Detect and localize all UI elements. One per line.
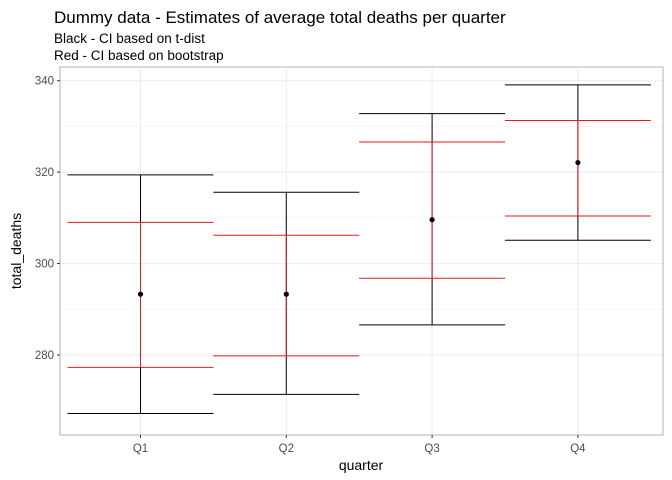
chart-title: Dummy data - Estimates of average total … xyxy=(54,8,506,27)
x-axis-title: quarter xyxy=(339,457,384,473)
chart-subtitle-line-1: Black - CI based on t-dist xyxy=(54,31,205,46)
x-tick-label: Q2 xyxy=(279,443,294,455)
x-tick-label: Q3 xyxy=(424,443,439,455)
y-tick-label: 320 xyxy=(35,167,54,179)
axes: 280 300 320 340 Q1 Q2 Q3 Q4 xyxy=(35,76,586,455)
x-tick-label: Q4 xyxy=(570,443,586,455)
plot-panel-border xyxy=(59,66,664,436)
mean-point xyxy=(429,217,435,223)
mean-point xyxy=(283,291,289,297)
x-tick-label: Q1 xyxy=(133,443,148,455)
y-tick-label: 280 xyxy=(35,350,54,362)
mean-point xyxy=(137,291,144,297)
y-tick-label: 300 xyxy=(35,259,54,271)
chart-subtitle-line-2: Red - CI based on bootstrap xyxy=(54,48,224,63)
data-layer xyxy=(67,84,651,415)
y-tick-label: 340 xyxy=(35,76,54,88)
mean-point xyxy=(575,159,581,166)
y-axis-title: total_deaths xyxy=(8,213,24,289)
gridlines xyxy=(60,67,663,435)
